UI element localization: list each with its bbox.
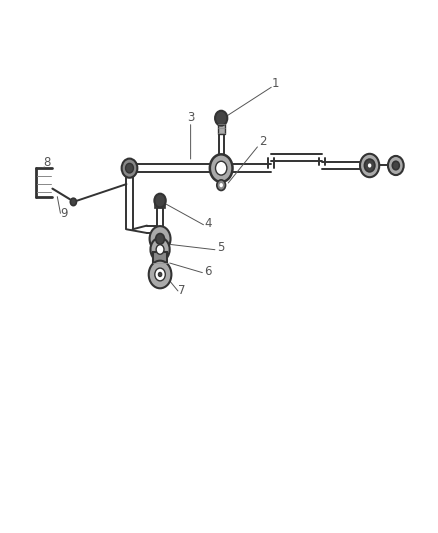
- Circle shape: [364, 159, 375, 172]
- Circle shape: [219, 183, 223, 187]
- Bar: [153, 252, 167, 269]
- Bar: [216, 116, 226, 120]
- Circle shape: [71, 198, 77, 206]
- Circle shape: [149, 261, 171, 288]
- Circle shape: [156, 245, 164, 254]
- Circle shape: [122, 159, 138, 177]
- Circle shape: [150, 238, 170, 261]
- Circle shape: [210, 155, 233, 182]
- Circle shape: [388, 156, 404, 175]
- Circle shape: [368, 164, 371, 167]
- Circle shape: [215, 161, 227, 175]
- Text: 3: 3: [187, 111, 194, 124]
- Circle shape: [360, 154, 379, 177]
- Text: 6: 6: [205, 265, 212, 278]
- Circle shape: [215, 111, 227, 126]
- Circle shape: [155, 268, 165, 281]
- Text: 2: 2: [259, 135, 266, 148]
- Circle shape: [217, 180, 226, 190]
- Text: 5: 5: [218, 241, 225, 254]
- Text: 1: 1: [272, 77, 279, 90]
- Text: 8: 8: [43, 156, 50, 169]
- Circle shape: [392, 161, 399, 169]
- Text: 7: 7: [178, 284, 186, 297]
- Circle shape: [158, 272, 162, 277]
- Text: 4: 4: [205, 217, 212, 230]
- Circle shape: [154, 193, 166, 207]
- Text: 9: 9: [60, 207, 68, 220]
- Circle shape: [155, 233, 164, 244]
- Circle shape: [150, 226, 170, 252]
- Circle shape: [126, 164, 134, 173]
- Bar: [218, 120, 225, 134]
- Bar: [155, 200, 165, 208]
